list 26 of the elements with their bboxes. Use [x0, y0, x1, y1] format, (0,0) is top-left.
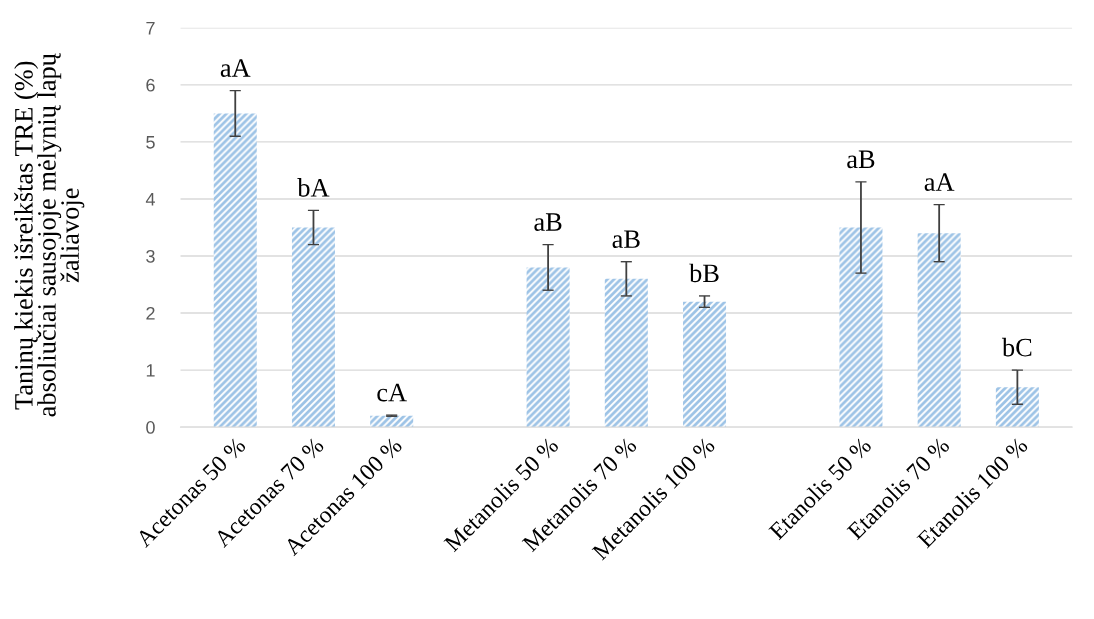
bar	[291, 227, 335, 428]
bar	[213, 113, 257, 428]
y-tick-label: 2	[146, 306, 155, 320]
y-tick-label: 0	[146, 421, 155, 434]
bar	[604, 278, 648, 428]
y-tick-label: 6	[146, 78, 155, 92]
y-tick-label: 4	[145, 193, 155, 206]
annotation: bC	[1001, 337, 1032, 357]
y-tick-label: 1	[146, 364, 155, 377]
annotation: cA	[377, 383, 407, 402]
y-tick-label: 5	[146, 136, 155, 149]
annotation: aB	[534, 213, 562, 231]
annotation: bA	[297, 178, 330, 197]
annotation: aA	[220, 59, 251, 77]
annotation: aB	[847, 150, 875, 169]
y-tick-label: 7	[146, 21, 155, 35]
y-axis-title: Taninų kiekis išreikštas TRE (%) absoliučiai sausojoje mėlynių lapų žaliavoje	[14, 53, 85, 417]
bar	[683, 301, 727, 428]
annotation: bB	[689, 263, 719, 283]
bar	[526, 267, 570, 428]
y-tick-label: 3	[146, 249, 155, 263]
bar	[917, 233, 961, 428]
bar	[995, 387, 1039, 428]
annotation: aB	[612, 230, 640, 249]
annotation: aA	[924, 173, 955, 191]
bar	[839, 227, 883, 428]
